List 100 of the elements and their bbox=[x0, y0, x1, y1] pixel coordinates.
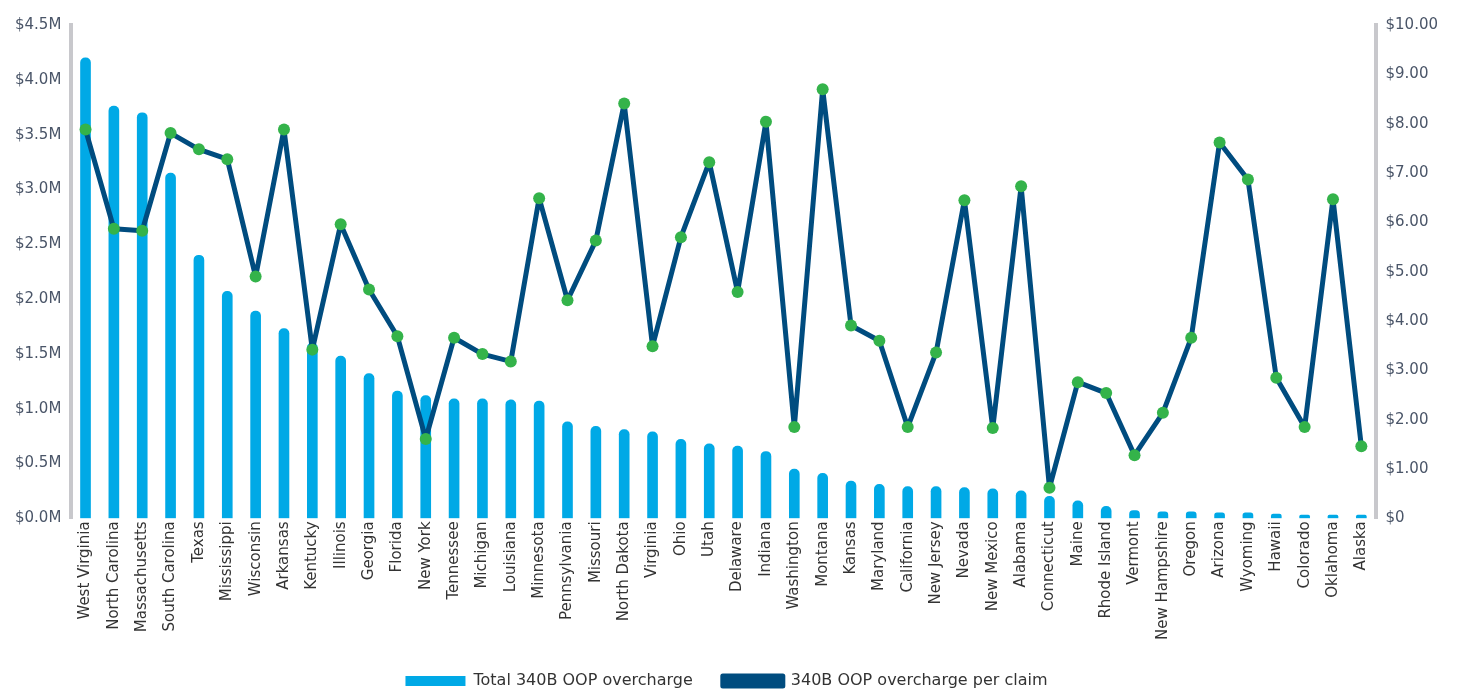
bar bbox=[930, 486, 942, 519]
y2-tick-label: $5.00 bbox=[1385, 261, 1429, 280]
x-tick-label: Michigan bbox=[472, 521, 491, 589]
bar bbox=[221, 291, 233, 519]
bar bbox=[845, 480, 857, 519]
y-tick-label: $1.0M bbox=[15, 398, 62, 417]
x-tick-label: South Carolina bbox=[160, 521, 179, 632]
x-tick-label: Oklahoma bbox=[1322, 521, 1341, 598]
y2-tick-label: $3.00 bbox=[1385, 360, 1429, 379]
y-tick-label: $0.5M bbox=[15, 453, 62, 472]
x-tick-label: Mississippi bbox=[217, 521, 236, 602]
x-tick-label: Alabama bbox=[1011, 521, 1030, 588]
bar bbox=[1015, 490, 1027, 519]
x-tick-label: Vermont bbox=[1124, 521, 1143, 585]
x-tick-label: Utah bbox=[699, 521, 718, 557]
bar bbox=[987, 488, 999, 519]
y-tick-label: $0.0M bbox=[15, 508, 62, 527]
y-tick-label: $4.5M bbox=[15, 14, 62, 33]
y2-tick-label: $2.00 bbox=[1385, 409, 1429, 428]
x-tick-label: Minnesota bbox=[529, 521, 548, 599]
bar bbox=[788, 468, 800, 519]
y-tick-label: $3.0M bbox=[15, 179, 62, 198]
bar bbox=[874, 484, 885, 519]
x-tick-label: Connecticut bbox=[1039, 521, 1058, 612]
x-tick-label: Louisiana bbox=[500, 521, 519, 593]
bar bbox=[703, 443, 715, 519]
x-tick-label: North Dakota bbox=[614, 521, 633, 622]
bar bbox=[732, 445, 743, 519]
y-tick-label: $4.0M bbox=[15, 69, 62, 88]
y2-tick-label: $0 bbox=[1385, 508, 1405, 527]
x-tick-label: Wisconsin bbox=[245, 521, 264, 597]
bar bbox=[618, 429, 630, 519]
bar bbox=[505, 399, 517, 519]
bar bbox=[363, 373, 375, 519]
x-tick-label: Oregon bbox=[1181, 521, 1200, 577]
x-tick-label: Arkansas bbox=[273, 521, 292, 590]
bar bbox=[392, 390, 403, 519]
y2-tick-label: $7.00 bbox=[1385, 162, 1429, 181]
x-tick-label: Virginia bbox=[642, 521, 661, 578]
x-tick-label: New Jersey bbox=[925, 521, 944, 605]
x-tick-label: North Carolina bbox=[103, 521, 122, 630]
x-tick-label: Florida bbox=[387, 521, 406, 573]
x-tick-label: Hawaii bbox=[1266, 521, 1285, 572]
x-tick-label: New Mexico bbox=[982, 521, 1001, 612]
bar bbox=[477, 398, 488, 519]
x-tick-label: New Hampshire bbox=[1152, 521, 1171, 641]
x-tick-label: Nevada bbox=[954, 521, 973, 579]
x-tick-label: Texas bbox=[188, 521, 207, 564]
x-tick-label: Kentucky bbox=[302, 521, 321, 590]
x-tick-label: Maryland bbox=[869, 521, 888, 591]
bar bbox=[760, 451, 772, 519]
y-tick-label: $1.5M bbox=[15, 343, 62, 362]
x-tick-label: Wyoming bbox=[1237, 521, 1256, 592]
x-tick-label: California bbox=[897, 521, 916, 593]
x-tick-label: Alaska bbox=[1351, 521, 1370, 571]
x-tick-label: Illinois bbox=[330, 521, 349, 569]
bar bbox=[80, 57, 91, 519]
y2-tick-label: $1.00 bbox=[1385, 458, 1429, 477]
x-tick-label: Delaware bbox=[727, 521, 746, 593]
x-tick-label: Massachusetts bbox=[132, 521, 151, 633]
legend-label: 340B OOP overcharge per claim bbox=[790, 670, 1048, 690]
y2-tick-label: $6.00 bbox=[1385, 212, 1429, 231]
bar bbox=[959, 487, 970, 519]
y2-tick-label: $9.00 bbox=[1385, 64, 1429, 83]
x-tick-label: Tennessee bbox=[443, 521, 462, 601]
x-tick-label: Missouri bbox=[585, 521, 604, 584]
bar bbox=[193, 254, 205, 519]
x-tick-label: Colorado bbox=[1294, 521, 1313, 589]
x-tick-label: Ohio bbox=[670, 521, 689, 557]
x-tick-label: Georgia bbox=[358, 521, 377, 581]
x-tick-label: Maine bbox=[1067, 521, 1086, 567]
x-tick-label: Pennsylvania bbox=[557, 521, 576, 620]
bar bbox=[675, 439, 687, 519]
x-tick-label: West Virginia bbox=[75, 521, 94, 620]
bar bbox=[902, 486, 914, 519]
bar bbox=[1044, 496, 1055, 519]
x-tick-label: Arizona bbox=[1209, 521, 1228, 578]
x-tick-label: Kansas bbox=[840, 521, 859, 575]
y2-tick-label: $4.00 bbox=[1385, 310, 1429, 329]
bar bbox=[165, 172, 176, 519]
bar bbox=[278, 328, 290, 519]
y-tick-label: $2.5M bbox=[15, 234, 62, 253]
bar bbox=[817, 473, 828, 519]
y-tick-label: $2.0M bbox=[15, 288, 62, 307]
bar bbox=[448, 398, 460, 519]
y2-tick-label: $8.00 bbox=[1385, 113, 1429, 132]
y-tick-label: $3.5M bbox=[15, 124, 62, 143]
bar bbox=[562, 421, 573, 519]
bar bbox=[533, 400, 545, 519]
bar bbox=[136, 112, 148, 519]
bar bbox=[647, 431, 658, 519]
bar bbox=[335, 355, 347, 519]
x-tick-label: Washington bbox=[784, 521, 803, 610]
bar bbox=[250, 310, 261, 519]
bar bbox=[108, 105, 120, 519]
y2-tick-label: $10.00 bbox=[1385, 14, 1439, 33]
x-tick-label: Montana bbox=[812, 521, 831, 587]
x-tick-label: New York bbox=[415, 521, 434, 591]
bar bbox=[307, 342, 318, 519]
bar bbox=[590, 425, 602, 519]
